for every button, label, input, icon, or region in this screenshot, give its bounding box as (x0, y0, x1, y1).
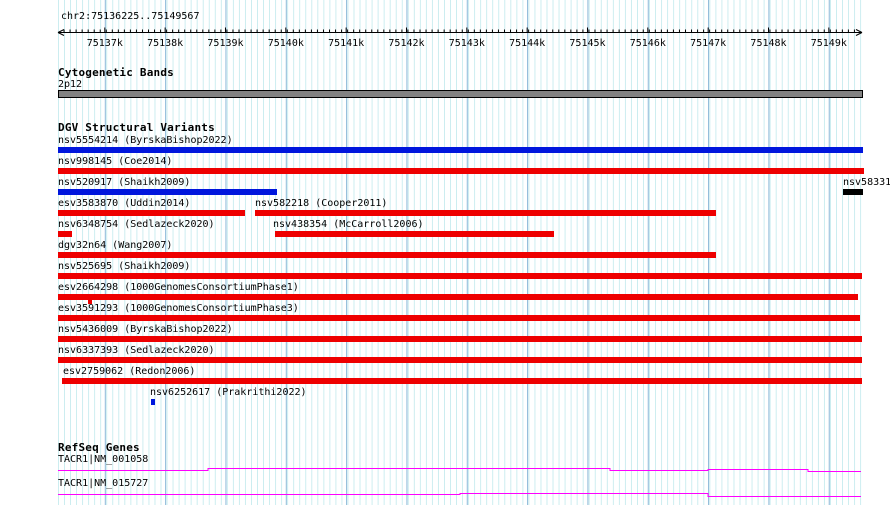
variant-bar[interactable] (62, 378, 862, 384)
ruler-tick-label: 75146k (630, 38, 666, 49)
ruler-tick-label: 75141k (328, 38, 364, 49)
variant-label: nsv6348754 (Sedlazeck2020) (58, 219, 215, 230)
variant-label: nsv525695 (Shaikh2009) (58, 261, 191, 272)
cytoband-label: 2p12 (58, 79, 83, 90)
variant-bar[interactable] (58, 168, 864, 174)
variant-bar[interactable] (58, 147, 863, 153)
ruler-tick-label: 75145k (569, 38, 605, 49)
gene-label: TACR1|NM_015727 (58, 478, 149, 489)
ruler-tick-label: 75140k (268, 38, 304, 49)
variant-label: esv2759062 (Redon2006) (63, 366, 196, 377)
variant-bar[interactable] (58, 294, 858, 300)
variant-bar[interactable] (58, 336, 862, 342)
ruler-tick-label: 75147k (690, 38, 726, 49)
variant-bar[interactable] (275, 231, 554, 237)
variant-label: nsv5436009 (ByrskaBishop2022) (58, 324, 233, 335)
section-title-refseq: RefSeq Genes (58, 441, 140, 454)
variant-bar[interactable] (58, 273, 862, 279)
variant-bar[interactable] (58, 189, 277, 195)
section-title-dgv: DGV Structural Variants (58, 121, 215, 134)
section-title-cytogenetic: Cytogenetic Bands (58, 66, 174, 79)
variant-bar[interactable] (58, 252, 716, 258)
variant-bar[interactable] (58, 210, 245, 216)
ruler-tick-label: 75138k (147, 38, 183, 49)
cytoband-bar[interactable] (58, 90, 863, 98)
variant-bar[interactable] (843, 189, 863, 195)
variant-label: esv3591293 (1000GenomesConsortiumPhase3) (58, 303, 299, 314)
ruler-tick-label: 75144k (509, 38, 545, 49)
variant-label: nsv5554214 (ByrskaBishop2022) (58, 135, 233, 146)
variant-bar[interactable] (58, 315, 860, 321)
variant-subtick[interactable] (88, 300, 92, 304)
variant-bar[interactable] (151, 399, 155, 405)
ruler-tick-label: 75137k (87, 38, 123, 49)
variant-label: esv2664298 (1000GenomesConsortiumPhase1) (58, 282, 299, 293)
coordinate-ruler[interactable]: 75137k 75138k 75139k 75140k 75141k 75142k 7514… (0, 0, 890, 55)
variant-label: nsv520917 (Shaikh2009) (58, 177, 191, 188)
ruler-tick-label: 75142k (388, 38, 424, 49)
gene-structure-line[interactable] (58, 468, 861, 472)
variant-bar[interactable] (255, 210, 716, 216)
variant-label: nsv582218 (Cooper2011) (255, 198, 388, 209)
region-title: chr2:75136225..75149567 (61, 11, 200, 22)
variant-label: esv3583870 (Uddin2014) (58, 198, 191, 209)
variant-bar[interactable] (58, 357, 862, 363)
variant-label: nsv998145 (Coe2014) (58, 156, 173, 167)
variant-label: dgv32n64 (Wang2007) (58, 240, 173, 251)
variant-label: nsv438354 (McCarroll2006) (273, 219, 424, 230)
variant-label: nsv6252617 (Prakrithi2022) (150, 387, 307, 398)
ruler-tick-label: 75148k (750, 38, 786, 49)
variant-bar[interactable] (58, 231, 72, 237)
variant-label: nsv58331 (843, 177, 890, 188)
gene-structure-line[interactable] (58, 493, 861, 497)
ruler-tick-label: 75143k (449, 38, 485, 49)
gene-label: TACR1|NM_001058 (58, 454, 149, 465)
ruler-tick-label: 75149k (811, 38, 847, 49)
variant-label: nsv6337393 (Sedlazeck2020) (58, 345, 215, 356)
ruler-tick-label: 75139k (207, 38, 243, 49)
